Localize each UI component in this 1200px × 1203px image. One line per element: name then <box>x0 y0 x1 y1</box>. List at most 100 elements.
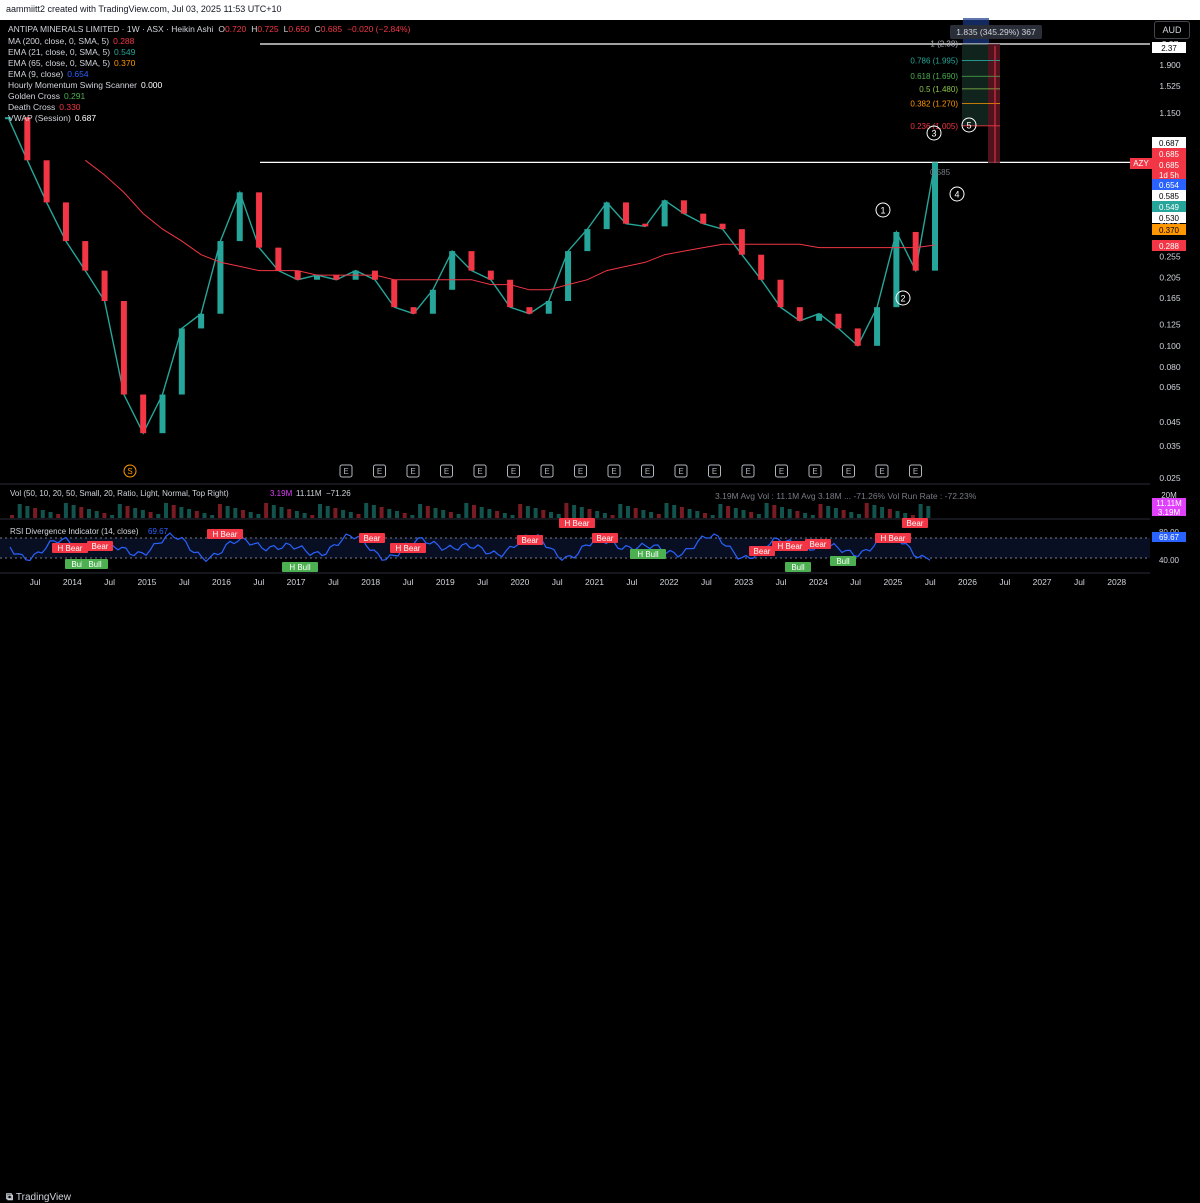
legend-indicator-row[interactable]: Death Cross 0.330 <box>8 102 81 112</box>
volume-bar <box>333 508 338 518</box>
price-candle <box>159 394 166 434</box>
volume-bar <box>541 510 546 518</box>
event-marker[interactable]: E <box>842 464 855 478</box>
rsi-bear-tag[interactable]: H Bear <box>772 541 808 551</box>
volume-bar <box>102 513 107 518</box>
rsi-bull-tag[interactable]: Bull <box>82 559 108 569</box>
event-marker[interactable]: E <box>373 464 386 478</box>
currency-button[interactable]: AUD <box>1154 21 1190 39</box>
rsi-bear-tag[interactable]: H Bear <box>875 533 911 543</box>
event-marker[interactable]: E <box>775 464 788 478</box>
event-marker[interactable]: S <box>123 464 137 478</box>
event-label: E <box>812 467 817 476</box>
rsi-bull-tag[interactable]: Bull <box>785 562 811 572</box>
event-icon <box>507 464 520 478</box>
event-marker[interactable]: E <box>607 464 621 478</box>
rsi-bear-tag[interactable]: H Bear <box>390 543 426 553</box>
legend-indicator-row[interactable]: EMA (9, close) 0.654 <box>8 69 89 79</box>
event-marker[interactable]: E <box>909 464 922 478</box>
volume-bar <box>857 514 861 518</box>
price-candle <box>874 307 881 346</box>
volume-pane[interactable]: Vol (50, 10, 20, 50, Small, 20, Ratio, L… <box>0 483 1186 518</box>
price-axis[interactable]: 2.37 1.900 1.525 1.150 0.685 0.585 0.530 0.370 0… <box>1159 39 1181 483</box>
ohlc-key: O <box>218 24 225 34</box>
rsi-bear-tag[interactable]: Bear <box>359 533 385 543</box>
event-label: E <box>678 467 683 476</box>
volume-bar <box>371 505 376 518</box>
rsi-bear-tag[interactable]: Bear <box>902 518 928 528</box>
legend-indicator-row[interactable]: Golden Cross 0.291 <box>8 91 85 101</box>
rsi-bear-tag[interactable]: H Bear <box>207 529 243 539</box>
event-marker[interactable]: E <box>875 464 889 478</box>
rsi-bear-tag[interactable]: Bear <box>749 546 775 556</box>
volume-bar <box>772 505 777 518</box>
rsi-bear-tag[interactable]: Bear <box>517 535 543 545</box>
price-badge-label: 0.288 <box>1159 242 1180 251</box>
event-label: E <box>645 467 650 476</box>
event-marker[interactable]: E <box>406 464 420 478</box>
rsi-bear-tag[interactable]: Bear <box>87 541 113 551</box>
volume-bar <box>872 505 877 518</box>
price-badge-bg <box>1152 42 1186 53</box>
rsi-bear-tag-label: Bear <box>364 534 381 543</box>
time-tick-label: 2014 <box>63 577 82 587</box>
legend-indicator-row[interactable]: Hourly Momentum Swing Scanner 0.000 <box>8 80 162 90</box>
rsi-bull-tag[interactable]: H Bull <box>630 549 666 559</box>
volume-bar <box>148 512 153 518</box>
credit-text: aammiitt2 created with TradingView.com, … <box>6 4 282 14</box>
event-marker[interactable]: E <box>540 464 554 478</box>
price-badge-bg <box>1152 240 1186 251</box>
price-tick-label: 1.900 <box>1159 60 1181 70</box>
volume-bar <box>818 504 823 518</box>
event-marker[interactable]: E <box>641 464 654 478</box>
rsi-bull-tag[interactable]: Bull <box>830 556 856 566</box>
volume-bar <box>602 513 607 518</box>
rsi-bull-tag-bg <box>282 562 318 572</box>
event-icon <box>909 464 922 478</box>
event-marker[interactable]: E <box>674 464 688 478</box>
rsi-bear-tag[interactable]: H Bear <box>559 518 595 528</box>
legend-indicator-row[interactable]: EMA (65, close, 0, SMA, 5) 0.370 <box>8 58 135 68</box>
event-marker[interactable]: E <box>507 464 520 478</box>
price-candle <box>526 307 533 314</box>
time-tick-label: Jul <box>179 577 190 587</box>
legend-indicator-row[interactable]: EMA (21, close, 0, SMA, 5) 0.549 <box>8 47 135 57</box>
rsi-bear-tag-label: H Bear <box>778 542 803 551</box>
volume-bar <box>63 503 68 518</box>
volume-bar <box>887 509 892 518</box>
event-marker[interactable]: E <box>473 464 487 478</box>
legend-indicator-row[interactable]: MA (200, close, 0, SMA, 5) 0.288 <box>8 36 134 46</box>
legend-indicator-row[interactable]: VWAP (Session) 0.687 <box>8 113 96 123</box>
rsi-bear-tag[interactable]: Bear <box>592 533 618 543</box>
price-line <box>7 116 936 435</box>
event-marker[interactable]: E <box>574 464 587 478</box>
volume-stats: 3.19M Avg Vol : 11.1M Avg 3.18M ... -71.… <box>715 491 977 501</box>
fib-extension[interactable]: 1 (2.38) 0.786 (1.995) 0.618 (1.690) 0.5 (1… <box>910 18 1042 164</box>
volume-axis-label: 3.19M <box>1158 508 1181 517</box>
event-marker[interactable]: E <box>708 464 721 478</box>
event-marker[interactable]: E <box>741 464 755 478</box>
volume-bar <box>502 513 507 518</box>
price-tick-label: 1.150 <box>1159 108 1181 118</box>
rsi-bear-tag[interactable]: Bear <box>805 539 831 549</box>
rsi-bear-tag-bg <box>592 533 618 543</box>
volume-bar <box>395 511 399 518</box>
volume-bar <box>448 512 453 518</box>
rsi-bull-tag[interactable]: H Bull <box>282 562 318 572</box>
event-marker[interactable]: E <box>440 464 453 478</box>
volume-bar <box>202 513 207 518</box>
price-candle <box>294 270 301 280</box>
rsi-pane[interactable]: RSI Divergence Indicator (14, close) 69.6… <box>0 518 1186 572</box>
price-badge: 2.37 <box>1152 42 1186 53</box>
wave-extra-label: 0.585 <box>930 168 951 177</box>
price-chart[interactable]: 2.371.9001.5251.1500.6850.5850.5300.3700… <box>0 0 1200 614</box>
rsi-bear-tag[interactable]: H Bear <box>52 543 88 553</box>
event-marker[interactable]: E <box>339 464 353 478</box>
wave-label: 2 <box>900 294 905 304</box>
event-label: E <box>779 467 784 476</box>
price-badge-label: 0.549 <box>1159 203 1180 212</box>
event-marker[interactable]: E <box>808 464 822 478</box>
time-axis[interactable]: Jul 2014 Jul 2015 Jul 2016 Jul 2017 Jul 2018 Jul 20… <box>0 572 1150 587</box>
tradingview-logo[interactable]: ⧉ TradingView <box>6 1192 71 1203</box>
price-badge: 0.685 <box>1152 148 1186 159</box>
